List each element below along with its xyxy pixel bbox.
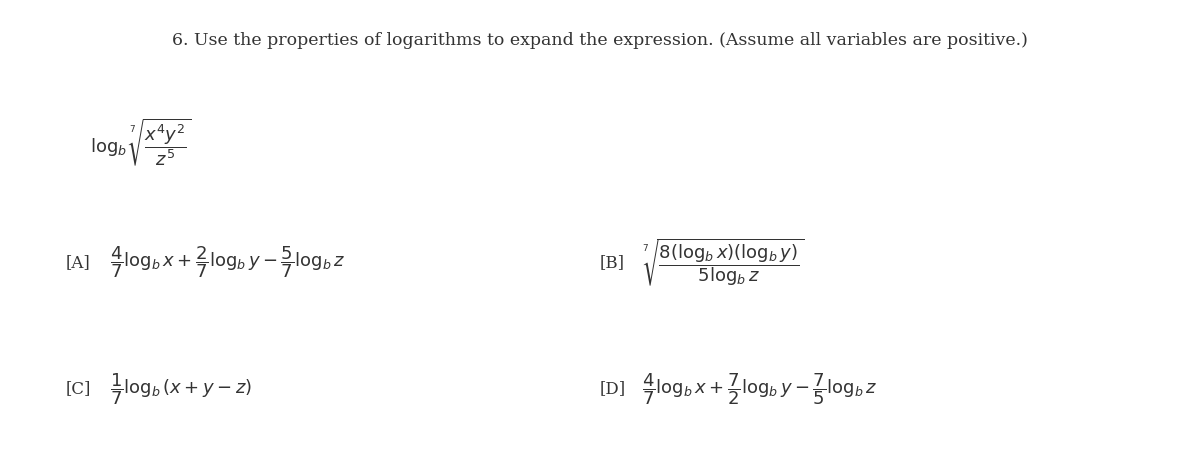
Text: $\sqrt[7]{\dfrac{8(\log_b x)(\log_b y)}{5\log_b z}}$: $\sqrt[7]{\dfrac{8(\log_b x)(\log_b y)}{… <box>642 236 804 287</box>
Text: $\dfrac{4}{7}\log_b x + \dfrac{2}{7}\log_b y - \dfrac{5}{7}\log_b z$: $\dfrac{4}{7}\log_b x + \dfrac{2}{7}\log… <box>110 244 346 279</box>
Text: $\dfrac{1}{7}\log_b(x + y - z)$: $\dfrac{1}{7}\log_b(x + y - z)$ <box>110 370 252 405</box>
Text: $\log_b \sqrt[7]{\dfrac{x^4 y^2}{z^5}}$: $\log_b \sqrt[7]{\dfrac{x^4 y^2}{z^5}}$ <box>90 116 192 168</box>
Text: [D]: [D] <box>600 379 626 396</box>
Text: [C]: [C] <box>66 379 91 396</box>
Text: $\dfrac{4}{7}\log_b x + \dfrac{7}{2}\log_b y - \dfrac{7}{5}\log_b z$: $\dfrac{4}{7}\log_b x + \dfrac{7}{2}\log… <box>642 370 877 405</box>
Text: [A]: [A] <box>66 253 91 270</box>
Text: [B]: [B] <box>600 253 625 270</box>
Text: 6. Use the properties of logarithms to expand the expression. (Assume all variab: 6. Use the properties of logarithms to e… <box>172 32 1028 49</box>
